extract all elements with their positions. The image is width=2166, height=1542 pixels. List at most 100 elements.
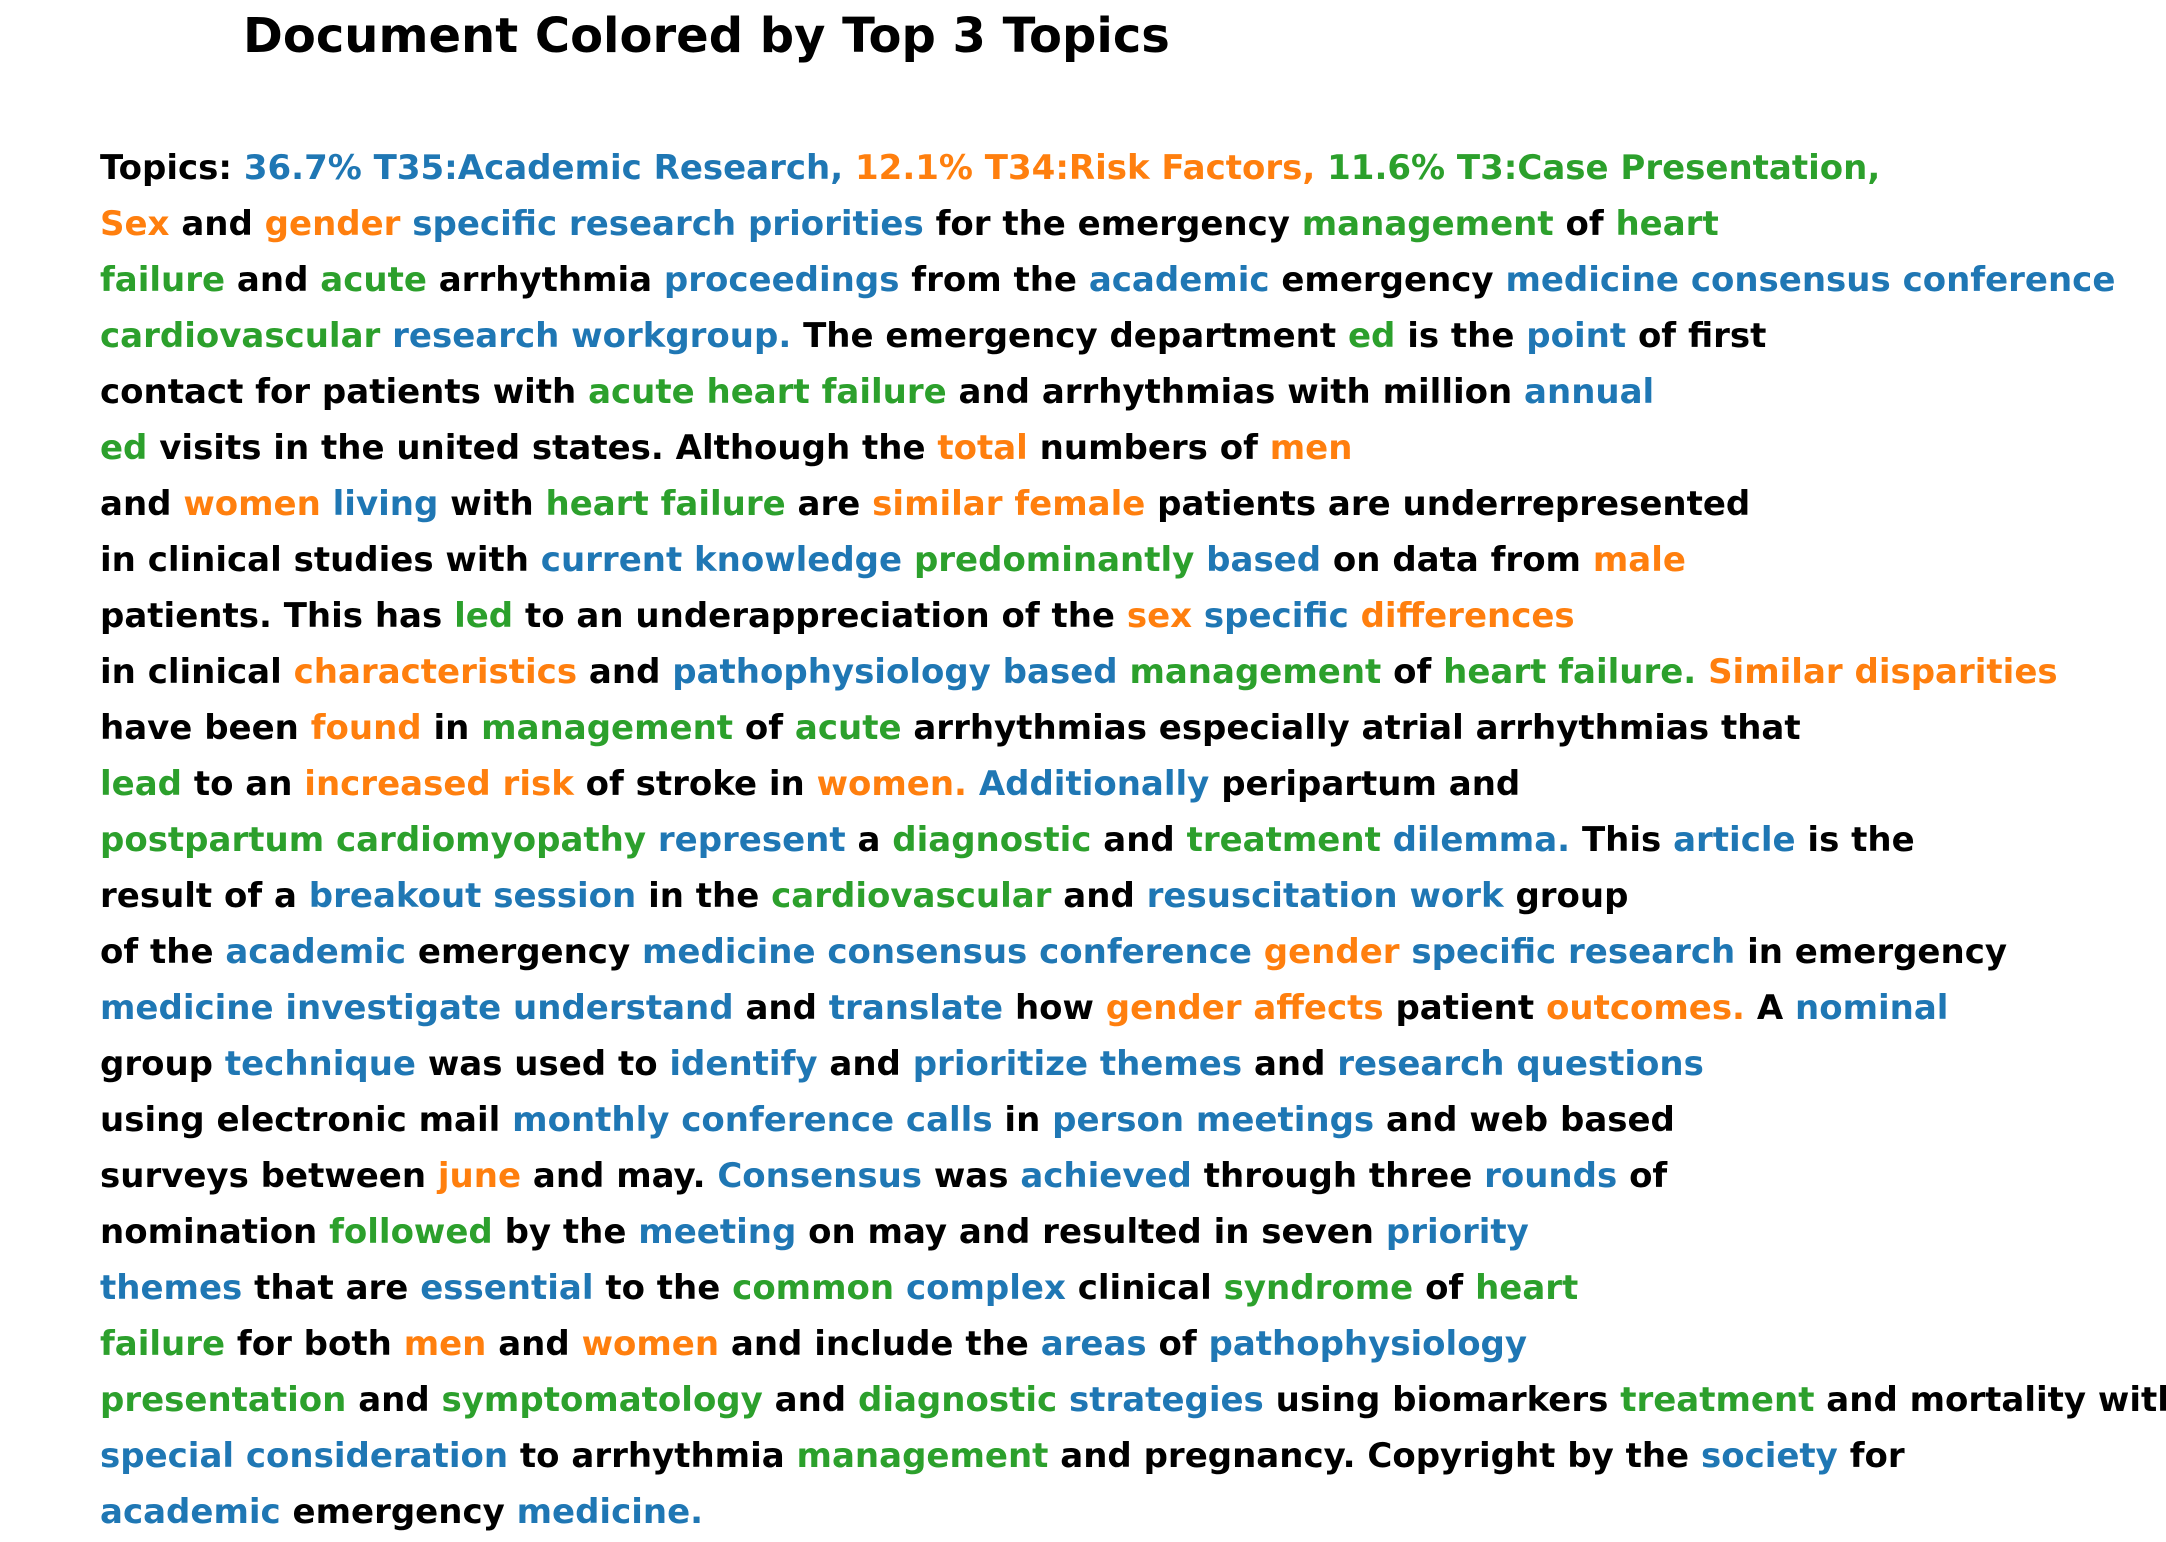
topic-t1-text: total	[937, 428, 1028, 468]
colored-document: Topics: 36.7% T35:Academic Research, 12.…	[100, 140, 2166, 1540]
plain-text: in	[433, 708, 470, 748]
plain-text: and	[181, 204, 253, 244]
topic-t1-text: Similar disparities	[1708, 652, 2058, 692]
document-line: in clinical characteristics and pathophy…	[100, 644, 2166, 700]
plain-text: for both	[236, 1324, 392, 1364]
topic-t1-text: men	[1269, 428, 1353, 468]
plain-text: of first	[1637, 316, 1767, 356]
topic-t1-text: characteristics	[293, 652, 578, 692]
document-line: academic emergency medicine.	[100, 1484, 2166, 1540]
topic-t0-text: medicine.	[516, 1492, 704, 1532]
topic-t0-text: living	[332, 484, 439, 524]
plain-text: is the	[1807, 820, 1915, 860]
plain-text: was used to	[427, 1044, 658, 1084]
topic-t2-text: symptomatology	[441, 1380, 763, 1420]
plain-text: on data from	[1332, 540, 1581, 580]
topic-t1-text: men	[403, 1324, 487, 1364]
plain-text: of	[1565, 204, 1604, 244]
topic-t0-text: Consensus	[717, 1156, 923, 1196]
plain-text: have been	[100, 708, 299, 748]
plain-text: A	[1756, 988, 1784, 1028]
plain-text: result of a	[100, 876, 297, 916]
plain-text: and include the	[730, 1324, 1029, 1364]
topic-t0-text: specific	[1203, 596, 1349, 636]
topic-t0-text: annual	[1524, 372, 1655, 412]
topic-t0-text: academic	[1088, 260, 1270, 300]
plain-text: This	[1581, 820, 1662, 860]
topic-t2-text: ed	[100, 428, 148, 468]
topic-t0-text: complex	[905, 1268, 1066, 1308]
topic-t2-text: lead	[100, 764, 182, 804]
topic-t0-text: areas	[1040, 1324, 1147, 1364]
topic-t1-text: found	[310, 708, 422, 748]
plain-text: patients are underrepresented	[1157, 484, 1751, 524]
topic-t1-text: similar female	[872, 484, 1146, 524]
document-line: themes that are essential to the common …	[100, 1260, 2166, 1316]
topic-t2-text: management	[1301, 204, 1554, 244]
document-line: surveys between june and may. Consensus …	[100, 1148, 2166, 1204]
document-line: have been found in management of acute a…	[100, 700, 2166, 756]
topic-t2-text: heart failure	[545, 484, 786, 524]
document-line: postpartum cardiomyopathy represent a di…	[100, 812, 2166, 868]
plain-text: how	[1014, 988, 1094, 1028]
topic-t0-text: current knowledge	[540, 540, 903, 580]
topic-t2-text: presentation	[100, 1380, 347, 1420]
plain-text: to an	[193, 764, 293, 804]
topic-t0-text: prioritize themes	[912, 1044, 1243, 1084]
topic-t0-text: specific research priorities	[412, 204, 924, 244]
plain-text: group	[1515, 876, 1629, 916]
plain-text: with	[450, 484, 534, 524]
topic-t2-text: treatment	[1186, 820, 1381, 860]
topic-t2-text: common	[732, 1268, 895, 1308]
topic-t0-text: monthly conference calls	[512, 1100, 993, 1140]
document-line: special consideration to arrhythmia mana…	[100, 1428, 2166, 1484]
plain-text: and	[236, 260, 309, 300]
topic-t2-text: ed	[1347, 316, 1396, 356]
topic-t0-text: translate	[828, 988, 1004, 1028]
topic-t0-text: breakout session	[308, 876, 637, 916]
document-line: ed visits in the united states. Although…	[100, 420, 2166, 476]
topic-t0-text: strategies	[1068, 1380, 1264, 1420]
topic-t1-text: women	[581, 1324, 720, 1364]
plain-text: was	[933, 1156, 1009, 1196]
topic-t2-text: management	[481, 708, 734, 748]
plain-text: clinical	[1077, 1268, 1212, 1308]
topic-t0-text: technique	[224, 1044, 416, 1084]
plain-text: that are	[254, 1268, 409, 1308]
topic-t0-text: research workgroup.	[392, 316, 792, 356]
plain-text: peripartum and	[1221, 764, 1521, 804]
topic-t0-text: proceedings	[663, 260, 900, 300]
topic-t0-text: 36.7% T35:Academic Research,	[243, 148, 844, 188]
plain-text: from the	[911, 260, 1077, 300]
plain-text: to an underappreciation of the	[524, 596, 1115, 636]
topic-t2-text: cardiovascular	[100, 316, 381, 356]
topic-t0-text: themes	[100, 1268, 243, 1308]
topics-legend-line: Topics: 36.7% T35:Academic Research, 12.…	[100, 140, 2166, 196]
plain-text: and	[1063, 876, 1135, 916]
topic-t0-text: based	[1206, 540, 1322, 580]
plain-text: emergency	[292, 1492, 505, 1532]
plain-text: on may and resulted in seven	[808, 1212, 1375, 1252]
topic-t0-text: medicine consensus conference	[641, 932, 1252, 972]
plain-text: group	[100, 1044, 214, 1084]
plain-text: of	[1629, 1156, 1668, 1196]
plain-text: in emergency	[1747, 932, 2008, 972]
plain-text: and pregnancy. Copyright by the	[1060, 1436, 1690, 1476]
plain-text: and	[1253, 1044, 1326, 1084]
plain-text: through three	[1203, 1156, 1473, 1196]
document-line: of the academic emergency medicine conse…	[100, 924, 2166, 980]
topic-t0-text: meeting	[638, 1212, 797, 1252]
document-line: presentation and symptomatology and diag…	[100, 1372, 2166, 1428]
plain-text: of stroke in	[585, 764, 805, 804]
plain-text: for the emergency	[935, 204, 1290, 244]
plain-text: patient	[1395, 988, 1535, 1028]
topic-t1-text: outcomes.	[1546, 988, 1745, 1028]
plain-text: and	[1103, 820, 1175, 860]
document-line: using electronic mail monthly conference…	[100, 1092, 2166, 1148]
plain-text: and	[498, 1324, 570, 1364]
topic-t2-text: syndrome	[1223, 1268, 1414, 1308]
plain-text: arrhythmia	[438, 260, 653, 300]
plain-text: is the	[1407, 316, 1515, 356]
plain-text: using biomarkers	[1275, 1380, 1609, 1420]
topic-t2-text: acute	[320, 260, 427, 300]
